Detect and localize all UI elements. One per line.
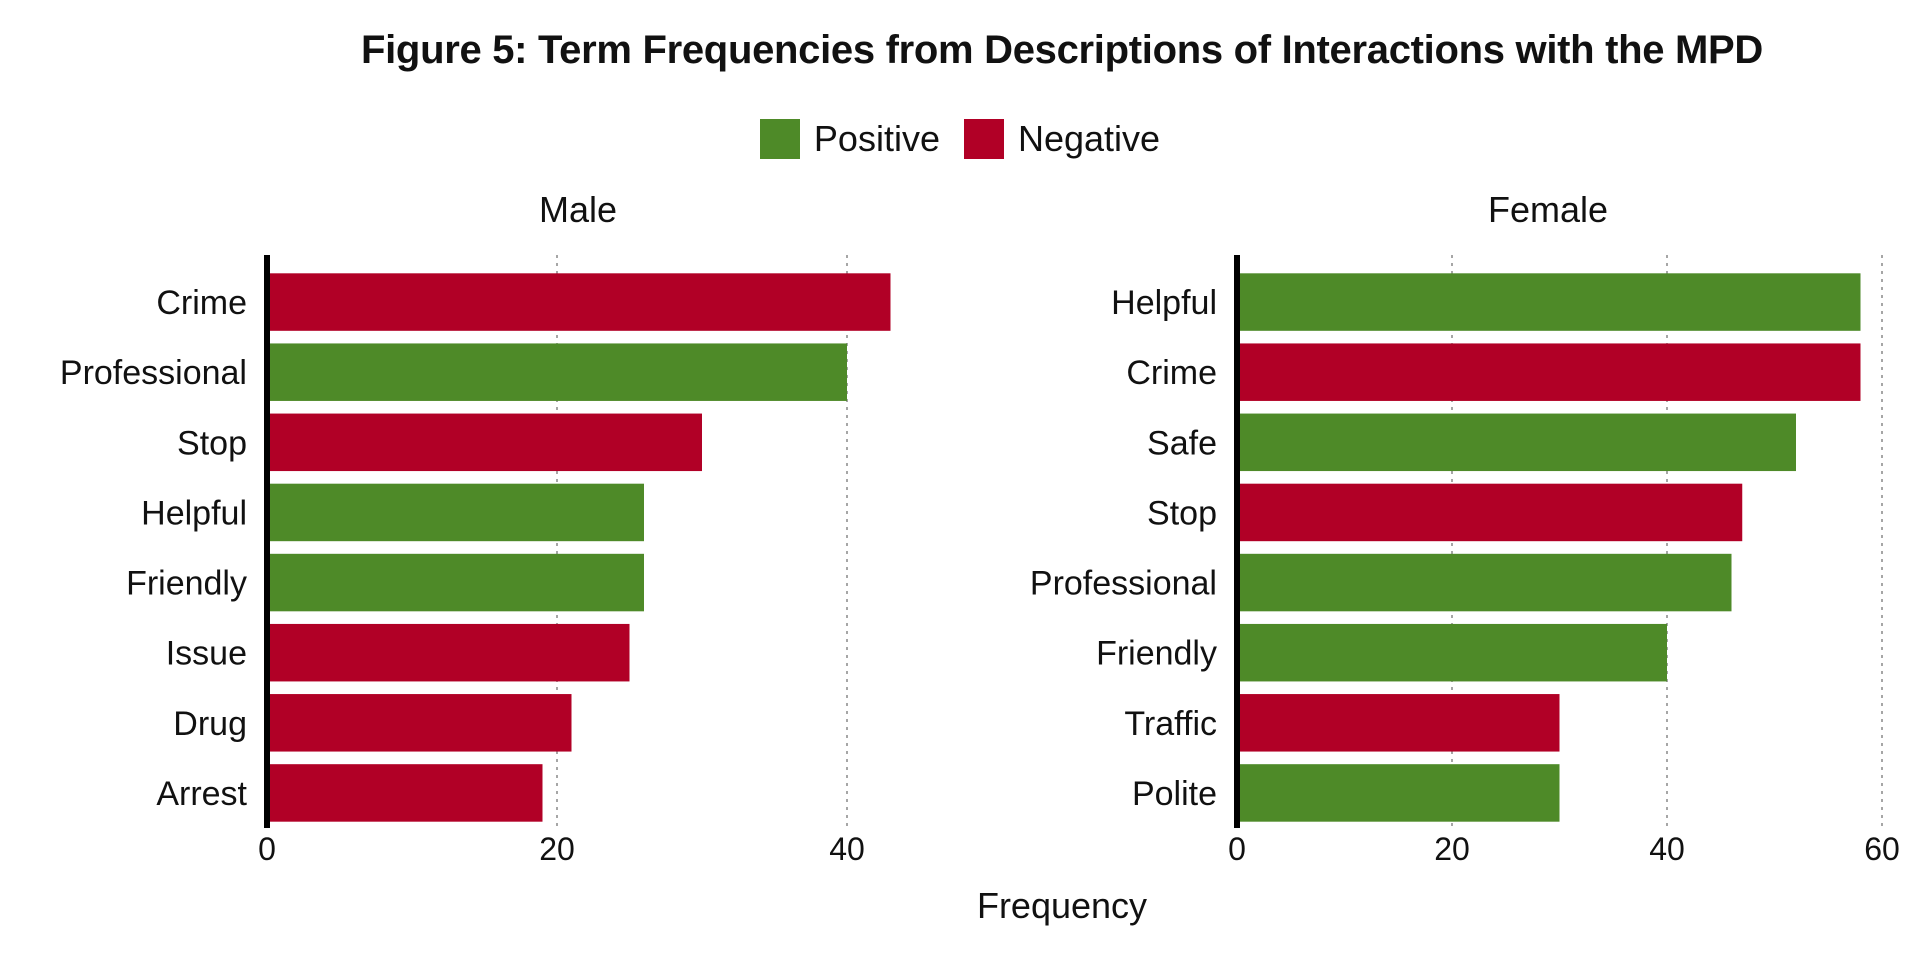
panel-female-bar-polite bbox=[1237, 764, 1560, 822]
panel-female-bar-helpful bbox=[1237, 273, 1861, 331]
panel-male-tick-40: 40 bbox=[829, 831, 865, 867]
panel-male-label-issue: Issue bbox=[166, 635, 247, 673]
panel-male-tick-0: 0 bbox=[258, 831, 276, 867]
panel-female-label-crime: Crime bbox=[1126, 354, 1217, 392]
panel-female-tick-20: 20 bbox=[1434, 831, 1470, 867]
panel-female-label-safe: Safe bbox=[1147, 424, 1217, 462]
panel-female-tick-60: 60 bbox=[1864, 831, 1900, 867]
panel-female-bar-traffic bbox=[1237, 694, 1560, 752]
panel-female-tick-40: 40 bbox=[1649, 831, 1685, 867]
legend-item-positive: Positive bbox=[759, 118, 940, 160]
panel-female-label-polite: Polite bbox=[1132, 775, 1217, 813]
panel-male-label-friendly: Friendly bbox=[126, 565, 247, 603]
panel-female-label-helpful: Helpful bbox=[1111, 284, 1217, 322]
legend-swatch-negative bbox=[963, 119, 1004, 159]
panel-female-bar-safe bbox=[1237, 413, 1796, 472]
panel-male-label-stop: Stop bbox=[177, 424, 247, 462]
panel-male-title: Male bbox=[539, 189, 617, 230]
legend: Positive Negative bbox=[0, 118, 1920, 160]
panel-female-tick-0: 0 bbox=[1228, 831, 1246, 867]
panel-female-label-professional: Professional bbox=[1030, 565, 1217, 603]
panel-male-label-arrest: Arrest bbox=[156, 775, 247, 813]
panel-male-bar-friendly bbox=[267, 553, 644, 612]
legend-label-positive: Positive bbox=[813, 118, 940, 159]
panel-female-label-traffic: Traffic bbox=[1124, 705, 1217, 743]
chart-title: Figure 5: Term Frequencies from Descript… bbox=[360, 28, 1764, 72]
panel-male-label-crime: Crime bbox=[156, 284, 247, 322]
panel-female-label-stop: Stop bbox=[1147, 494, 1217, 532]
legend-swatch-positive bbox=[759, 119, 800, 159]
legend-item-negative: Negative bbox=[963, 118, 1161, 160]
legend-label-negative: Negative bbox=[1017, 118, 1161, 159]
panel-male-bar-stop bbox=[267, 413, 702, 472]
x-axis-label: Frequency bbox=[976, 885, 1148, 926]
panel-male-bar-drug bbox=[267, 694, 572, 752]
panel-male-bar-issue bbox=[267, 623, 630, 682]
panel-male-bar-crime bbox=[267, 273, 891, 331]
panel-female-bar-friendly bbox=[1237, 623, 1667, 682]
panel-male-bar-helpful bbox=[267, 483, 644, 542]
panel-male-bar-arrest bbox=[267, 764, 543, 822]
panel-female-bar-stop bbox=[1237, 483, 1743, 542]
panel-male-label-professional: Professional bbox=[60, 354, 247, 392]
panel-female-bar-professional bbox=[1237, 553, 1732, 612]
panel-male-bar-professional bbox=[267, 343, 847, 401]
panel-male-tick-20: 20 bbox=[539, 831, 575, 867]
panel-female-label-friendly: Friendly bbox=[1096, 635, 1217, 673]
panel-female-bar-crime bbox=[1237, 343, 1861, 401]
panel-male-label-helpful: Helpful bbox=[141, 494, 247, 532]
panel-male-label-drug: Drug bbox=[173, 705, 247, 743]
panel-female-title: Female bbox=[1488, 189, 1608, 230]
